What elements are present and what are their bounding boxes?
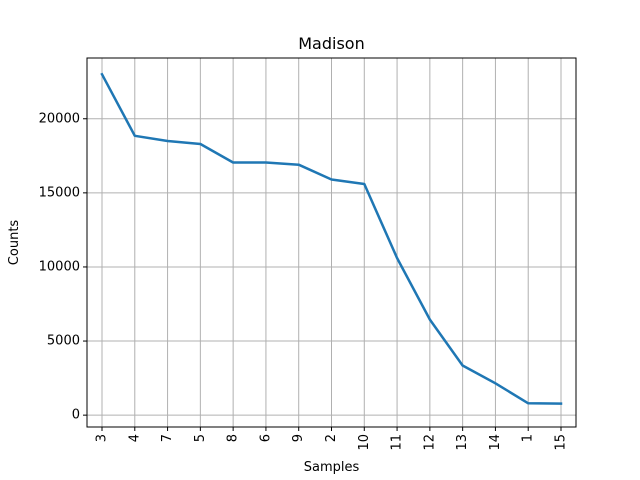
- x-tick-label: 9: [291, 434, 306, 442]
- x-tick-label: 1: [521, 434, 536, 442]
- y-tick-label: 0: [72, 408, 80, 423]
- grid-layer: [87, 58, 576, 427]
- x-tick-label: 11: [390, 434, 405, 451]
- x-tick-label: 10: [357, 434, 372, 451]
- y-tick-label: 5000: [47, 334, 80, 349]
- x-tick-label: 15: [554, 434, 569, 451]
- x-tick-label: 13: [455, 434, 470, 451]
- series-line: [100, 72, 563, 405]
- tick-layer: 3 4 7 5 8 6 9 2 10 11 12 13 14 1 15 0 5000 10000 15000 2000…: [39, 111, 569, 450]
- x-tick-label: 14: [488, 434, 503, 451]
- x-tick-label: 2: [324, 434, 339, 442]
- x-tick-label: 3: [95, 434, 110, 442]
- x-tick-label: 4: [127, 434, 142, 442]
- x-tick-label: 6: [258, 434, 273, 442]
- x-axis-label: Samples: [304, 460, 360, 475]
- y-axis-label: Counts: [7, 220, 22, 266]
- x-tick-label: 5: [193, 434, 208, 442]
- x-tick-label: 7: [160, 434, 175, 442]
- series-layer: [100, 72, 563, 405]
- y-tick-label: 10000: [39, 259, 80, 274]
- x-tick-label: 8: [226, 434, 241, 442]
- y-tick-label: 15000: [39, 185, 80, 200]
- y-tick-label: 20000: [39, 111, 80, 126]
- x-tick-label: 12: [422, 434, 437, 451]
- chart-title: Madison: [298, 34, 364, 53]
